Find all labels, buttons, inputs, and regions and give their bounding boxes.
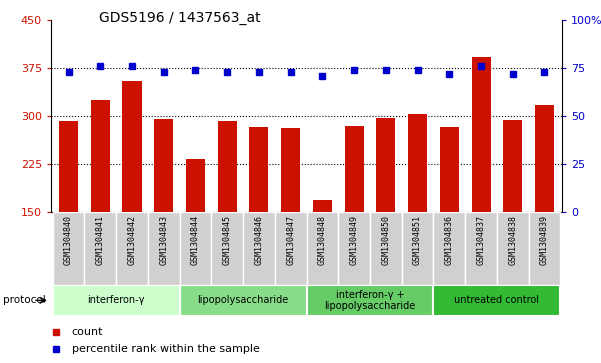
Bar (472, 57, 490, 212)
Bar (59, 121, 78, 212)
Text: GDS5196 / 1437563_at: GDS5196 / 1437563_at (99, 11, 261, 25)
Bar (529, 212, 560, 285)
Bar (503, 120, 522, 212)
Bar (218, 121, 237, 212)
Bar (497, 212, 529, 285)
Text: GSM1304850: GSM1304850 (382, 215, 390, 265)
Text: GSM1304845: GSM1304845 (223, 215, 231, 265)
Text: GSM1304837: GSM1304837 (477, 215, 486, 265)
Bar (307, 285, 433, 316)
Text: GSM1304836: GSM1304836 (445, 215, 454, 265)
Bar (307, 212, 338, 285)
Text: lipopolysaccharide: lipopolysaccharide (197, 295, 288, 305)
Bar (180, 285, 307, 316)
Text: GSM1304839: GSM1304839 (540, 215, 549, 265)
Bar (281, 128, 300, 212)
Bar (465, 212, 497, 285)
Bar (344, 126, 364, 212)
Text: GSM1304851: GSM1304851 (413, 215, 422, 265)
Bar (535, 105, 554, 212)
Text: interferon-γ +
lipopolysaccharide: interferon-γ + lipopolysaccharide (325, 290, 416, 311)
Bar (53, 285, 180, 316)
Text: GSM1304840: GSM1304840 (64, 215, 73, 265)
Bar (433, 285, 560, 316)
Text: count: count (72, 327, 103, 337)
Text: GSM1304838: GSM1304838 (508, 215, 517, 265)
Bar (408, 114, 427, 212)
Bar (376, 118, 395, 212)
Text: GSM1304848: GSM1304848 (318, 215, 327, 265)
Bar (440, 127, 459, 212)
Bar (84, 212, 116, 285)
Text: percentile rank within the sample: percentile rank within the sample (72, 343, 260, 354)
Text: GSM1304841: GSM1304841 (96, 215, 105, 265)
Text: interferon-γ: interferon-γ (87, 295, 145, 305)
Text: GSM1304843: GSM1304843 (159, 215, 168, 265)
Bar (433, 212, 465, 285)
Bar (53, 212, 84, 285)
Bar (116, 212, 148, 285)
Bar (338, 212, 370, 285)
Bar (243, 212, 275, 285)
Bar (180, 212, 212, 285)
Text: untreated control: untreated control (454, 295, 539, 305)
Bar (313, 200, 332, 212)
Text: protocol: protocol (3, 295, 46, 305)
Bar (123, 81, 141, 212)
Bar (91, 100, 110, 212)
Bar (154, 119, 173, 212)
Text: GSM1304849: GSM1304849 (350, 215, 359, 265)
Bar (148, 212, 180, 285)
Bar (212, 212, 243, 285)
Text: GSM1304846: GSM1304846 (254, 215, 263, 265)
Text: GSM1304842: GSM1304842 (127, 215, 136, 265)
Bar (275, 212, 307, 285)
Bar (186, 159, 205, 212)
Bar (401, 212, 433, 285)
Text: GSM1304847: GSM1304847 (286, 215, 295, 265)
Text: GSM1304844: GSM1304844 (191, 215, 200, 265)
Bar (249, 127, 269, 212)
Bar (370, 212, 401, 285)
